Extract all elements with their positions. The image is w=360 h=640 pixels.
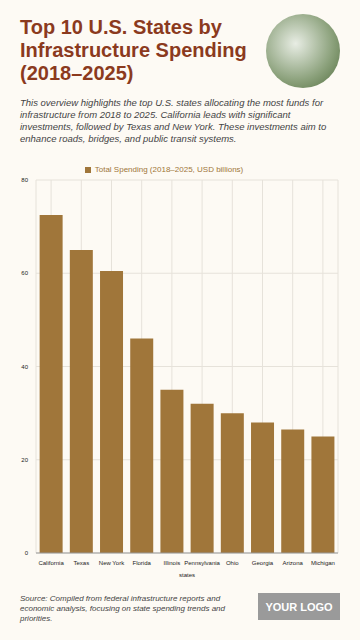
svg-text:Georgia: Georgia	[252, 560, 274, 566]
svg-text:New York: New York	[99, 560, 125, 566]
svg-text:60: 60	[21, 270, 28, 276]
svg-text:Illinois: Illinois	[164, 560, 181, 566]
svg-text:states: states	[179, 572, 195, 578]
svg-text:Arizona: Arizona	[283, 560, 304, 566]
svg-text:California: California	[38, 560, 64, 566]
html-text:This overview highlights the t: This overview highlights the top U.S. st…	[20, 97, 327, 144]
svg-text:Michigan: Michigan	[311, 560, 335, 566]
html-text:Total Spending (2018–2025, USD: Total Spending (2018–2025, USD billions)	[94, 165, 244, 174]
svg-text:0: 0	[25, 550, 29, 556]
html-text:Top 10 U.S. States by Infrastr: Top 10 U.S. States by Infrastructure Spe…	[20, 16, 247, 84]
html-text:YOUR LOGO: YOUR LOGO	[265, 600, 333, 613]
svg-text:40: 40	[21, 364, 28, 370]
svg-text:20: 20	[21, 457, 28, 463]
svg-text:Florida: Florida	[133, 560, 152, 566]
svg-text:80: 80	[21, 177, 28, 183]
html-text:Source: Compiled from federal: Source: Compiled from federal infrastruc…	[20, 594, 225, 623]
svg-text:Pennsylvania: Pennsylvania	[184, 560, 220, 566]
svg-text:Texas: Texas	[73, 560, 89, 566]
svg-text:Ohio: Ohio	[226, 560, 239, 566]
